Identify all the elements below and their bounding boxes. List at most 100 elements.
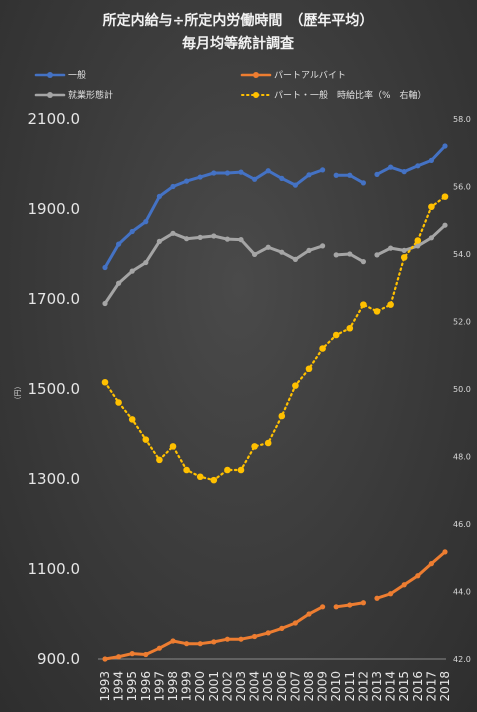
data-point-0 — [224, 170, 230, 176]
data-point-2 — [292, 256, 298, 262]
data-point-2 — [306, 247, 312, 253]
data-point-0 — [170, 183, 176, 190]
data-point-0 — [401, 169, 407, 175]
data-point-3 — [142, 436, 150, 443]
data-point-0 — [129, 228, 135, 235]
data-point-1 — [143, 651, 149, 658]
x-tick-label: 2015 — [397, 671, 411, 702]
data-point-1 — [347, 602, 353, 608]
data-point-0 — [116, 241, 122, 247]
y-left-tick-label: 1900.0 — [28, 200, 81, 218]
data-point-1 — [306, 611, 312, 617]
data-point-1 — [320, 604, 326, 610]
series-line-1 — [103, 605, 325, 661]
data-point-3 — [387, 301, 394, 308]
data-point-3 — [128, 416, 136, 423]
data-point-3 — [237, 466, 245, 474]
x-axis: 1993 1994 1995 1996 1997 1998 1999 2000 2001 2002… — [98, 658, 452, 702]
x-tick-label: 2010 — [329, 671, 343, 702]
x-tick-label: 1993 — [98, 671, 112, 702]
data-point-2 — [279, 249, 285, 255]
data-point-3 — [414, 237, 422, 244]
data-point-3 — [196, 473, 204, 481]
data-point-2 — [156, 238, 162, 244]
data-point-2 — [374, 252, 380, 258]
data-point-2 — [211, 233, 217, 239]
y-axis-right: 58.0 56.0 54.0 52.0 50.0 48.0 46.0 44.0 42.0 — [453, 115, 471, 664]
data-point-0 — [102, 264, 108, 271]
data-point-3 — [400, 254, 408, 261]
data-point-2 — [224, 236, 230, 242]
data-point-1 — [415, 573, 421, 579]
series-line-3 — [103, 195, 447, 482]
data-point-0 — [197, 174, 203, 180]
data-point-2 — [401, 247, 407, 253]
data-point-3 — [428, 203, 435, 211]
data-point-3 — [251, 443, 258, 450]
x-tick-label: 2002 — [220, 671, 234, 702]
data-point-2 — [129, 268, 135, 274]
data-point-1 — [252, 633, 258, 640]
data-point-0 — [360, 180, 366, 186]
x-tick-label: 2016 — [411, 671, 425, 702]
legend-label: 一般 — [68, 69, 86, 81]
y-right-tick-label: 52.0 — [453, 318, 471, 327]
data-point-2 — [415, 243, 421, 249]
data-point-3 — [115, 399, 122, 406]
data-point-1 — [129, 651, 135, 657]
data-point-1 — [374, 595, 380, 601]
data-point-0 — [306, 172, 312, 178]
data-point-1 — [401, 582, 407, 588]
x-tick-label: 2009 — [316, 671, 330, 702]
series-line-1 — [375, 550, 447, 600]
plot-area — [101, 143, 449, 662]
data-point-1 — [184, 641, 190, 647]
data-point-2 — [102, 300, 108, 307]
y-left-tick-label: 2100.0 — [28, 110, 81, 128]
data-point-0 — [374, 171, 380, 177]
y-right-tick-label: 54.0 — [453, 250, 471, 259]
data-point-3 — [360, 301, 367, 308]
data-point-1 — [428, 561, 434, 567]
data-point-2 — [360, 259, 366, 265]
data-point-0 — [428, 157, 434, 163]
data-point-3 — [319, 345, 326, 352]
data-point-2 — [333, 252, 339, 258]
data-point-2 — [265, 244, 271, 250]
data-point-3 — [292, 382, 299, 389]
x-tick-label: 1996 — [139, 671, 153, 702]
x-tick-label: 2007 — [288, 671, 302, 702]
x-tick-label: 2001 — [207, 671, 221, 702]
series-line-0 — [375, 144, 447, 176]
data-point-2 — [143, 259, 149, 266]
y-left-tick-label: 1700.0 — [28, 290, 81, 308]
data-point-0 — [279, 175, 285, 181]
data-point-2 — [238, 237, 244, 243]
data-point-1 — [156, 645, 162, 651]
data-point-2 — [197, 234, 203, 240]
data-point-0 — [143, 219, 149, 225]
data-point-1 — [442, 549, 448, 555]
data-point-1 — [360, 600, 366, 606]
data-point-1 — [265, 630, 271, 636]
y-left-tick-label: 1100.0 — [28, 560, 81, 578]
data-point-2 — [347, 251, 353, 257]
data-point-3 — [101, 378, 109, 386]
data-point-2 — [116, 280, 122, 286]
data-point-2 — [320, 243, 326, 249]
data-point-3 — [373, 308, 381, 315]
legend-swatch-marker — [253, 92, 259, 98]
data-point-2 — [388, 245, 394, 251]
y-right-tick-label: 44.0 — [453, 588, 471, 597]
legend-label: 就業形態計 — [68, 89, 113, 101]
x-tick-label: 1997 — [152, 671, 166, 702]
series-line-2 — [375, 223, 447, 257]
data-point-0 — [347, 172, 353, 178]
x-tick-label: 2008 — [302, 671, 316, 702]
data-point-1 — [170, 638, 176, 644]
data-point-3 — [278, 412, 286, 420]
data-point-3 — [441, 193, 449, 200]
x-tick-label: 2018 — [438, 671, 452, 702]
data-point-2 — [442, 222, 448, 228]
